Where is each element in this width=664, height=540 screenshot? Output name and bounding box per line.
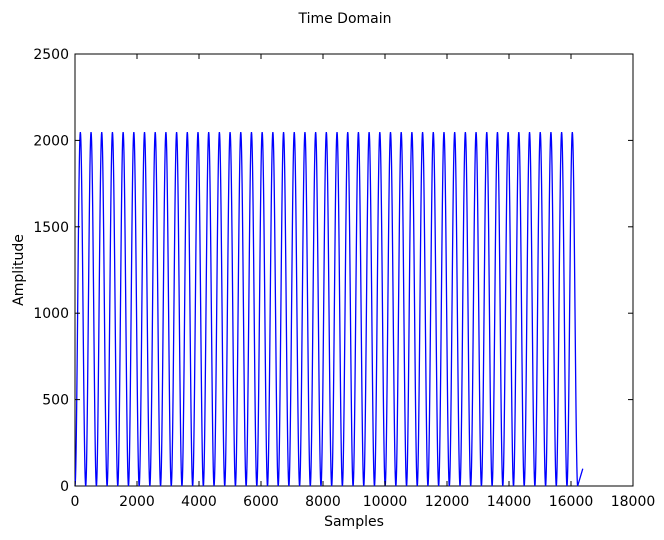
x-tick-label: 6000 (243, 494, 279, 510)
y-tick-label: 1000 (33, 306, 69, 322)
x-tick-label: 8000 (305, 494, 341, 510)
x-axis-label: Samples (324, 514, 384, 530)
x-tick-label: 2000 (119, 494, 155, 510)
chart-title: Time Domain (297, 11, 391, 27)
x-tick-label: 4000 (181, 494, 217, 510)
y-tick-label: 500 (42, 393, 69, 409)
x-tick-label: 0 (71, 494, 80, 510)
y-tick-label: 1500 (33, 220, 69, 236)
y-tick-label: 2500 (33, 47, 69, 63)
x-tick-label: 16000 (549, 494, 594, 510)
y-tick-label: 2000 (33, 133, 69, 149)
x-tick-label: 12000 (425, 494, 470, 510)
x-tick-label: 10000 (363, 494, 408, 510)
y-tick-label: 0 (60, 479, 69, 495)
x-tick-label: 14000 (487, 494, 532, 510)
x-tick-label: 18000 (611, 494, 656, 510)
y-axis-label: Amplitude (11, 234, 27, 306)
signal-series (74, 132, 584, 487)
y-axis-ticks: 0 500 1000 1500 2000 2500 (33, 47, 633, 495)
x-axis-ticks: 0 2000 4000 6000 8000 10000 12000 14000 16000 180… (71, 54, 656, 510)
signal-line-0 (74, 132, 584, 487)
